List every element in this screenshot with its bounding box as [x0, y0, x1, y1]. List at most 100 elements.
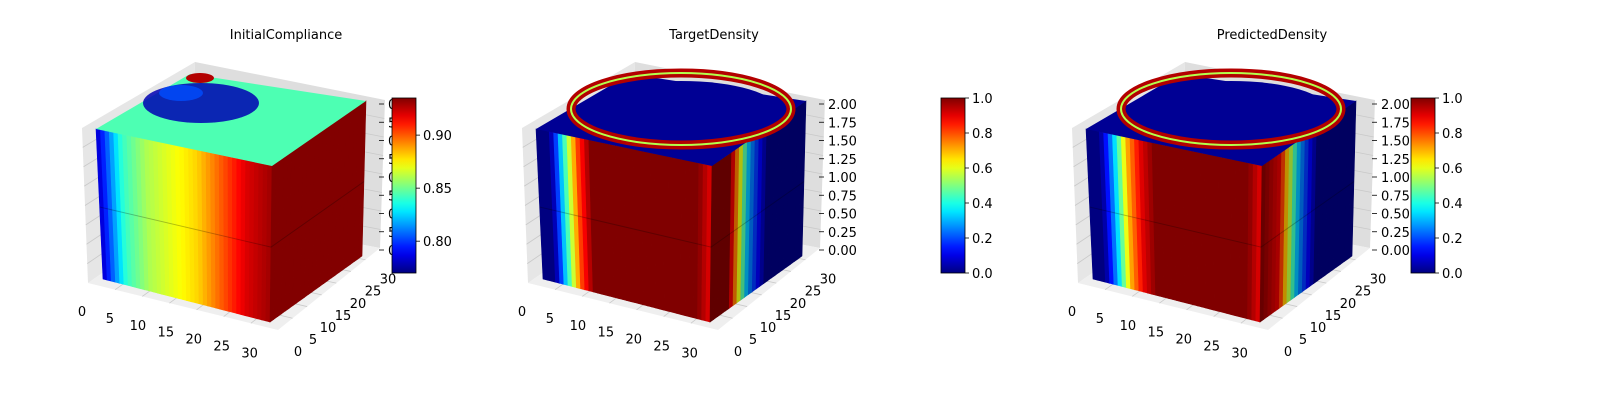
colorbar: [392, 98, 416, 273]
right-face-voxel-strip: [797, 100, 807, 260]
front-face-voxel-strip: [1213, 155, 1219, 312]
z-tick-label: 1.00: [1381, 171, 1410, 186]
colorbar-tick-label: 0.2: [1442, 232, 1463, 247]
colorbar-frame: [940, 97, 966, 274]
x-tick-label: 0: [518, 305, 526, 320]
top-face-low-region: [143, 83, 259, 123]
x-tick-label: 25: [653, 340, 670, 355]
x-tick-label: 25: [213, 340, 230, 355]
top-face-ring-edge: [1120, 72, 1342, 146]
cube-seam: [99, 181, 365, 248]
front-face-voxel-strip: [227, 156, 233, 313]
y-tick-label: 30: [820, 273, 837, 288]
y-tick-label: 15: [775, 309, 792, 324]
x-tick-label: 25: [1203, 340, 1220, 355]
colorbar-frame: [1410, 97, 1436, 274]
top-face-void: [585, 81, 777, 137]
chart-title: PredictedDensity: [1217, 28, 1328, 43]
y-tick-label: 30: [1370, 273, 1387, 288]
y-tick-label: 15: [1325, 309, 1342, 324]
front-face-voxel-strip: [223, 155, 229, 312]
top-face-low-region: [159, 85, 203, 101]
y-tick-label: 0: [294, 345, 302, 360]
z-tick-label: 0.00: [1381, 244, 1410, 259]
z-tick-label: 2.00: [1381, 98, 1410, 113]
right-face-voxel-strip: [1347, 100, 1357, 260]
y-tick-label: 5: [1299, 333, 1307, 348]
x-tick-label: 5: [546, 312, 554, 327]
x-tick-label: 30: [681, 346, 698, 361]
colorbar-tick-label: 0.0: [972, 267, 993, 282]
y-tick-label: 5: [309, 333, 317, 348]
front-face-voxel-strip: [676, 158, 682, 315]
colorbar-tick-label: 0.6: [1442, 162, 1463, 177]
x-tick-label: 0: [1068, 305, 1076, 320]
x-tick-label: 20: [185, 333, 202, 348]
top-face-high-corner: [186, 73, 214, 83]
colorbar-tick-label: 0.6: [972, 162, 993, 177]
y-tick-label: 30: [380, 273, 397, 288]
colorbar: [941, 98, 965, 273]
y-tick-label: 25: [1355, 285, 1372, 300]
front-face-voxel-strip: [1226, 158, 1232, 315]
front-face-voxel-strip: [672, 157, 678, 314]
z-tick-label: 1.25: [828, 153, 857, 168]
z-tick-label: 0.25: [828, 226, 857, 241]
x-tick-label: 5: [106, 312, 114, 327]
front-face-voxel-strip: [663, 155, 669, 312]
z-tick-label: 1.50: [1381, 135, 1410, 150]
colorbar-tick-label: 0.4: [1442, 197, 1463, 212]
front-face-voxel-strip: [1217, 156, 1223, 313]
colorbar-tick-label: 1.0: [972, 92, 993, 107]
chart-title: TargetDensity: [668, 28, 759, 43]
front-face-voxel-strip: [1208, 154, 1215, 311]
z-tick-label: 0.25: [1381, 226, 1410, 241]
colorbar-tick-label: 0.8: [972, 127, 993, 142]
x-tick-label: 15: [598, 326, 615, 341]
y-tick-label: 20: [350, 297, 367, 312]
x-tick-label: 15: [1148, 326, 1165, 341]
colorbar-tick-label: 0.0: [1442, 267, 1463, 282]
colorbar-frame: [391, 97, 417, 274]
top-face-ring-edge: [570, 72, 792, 146]
chart-title: InitialCompliance: [230, 28, 343, 43]
z-tick-label: 1.25: [1381, 153, 1410, 168]
z-tick-label: 2.00: [828, 98, 857, 113]
x-tick-label: 10: [570, 319, 587, 334]
colorbar-tick-label: 0.90: [423, 129, 452, 144]
front-face-voxel-strip: [1222, 157, 1228, 314]
colorbar-tick-label: 0.85: [423, 182, 452, 197]
z-tick-label: 0.75: [1381, 189, 1410, 204]
colorbar: [1411, 98, 1435, 273]
x-tick-label: 20: [625, 333, 642, 348]
front-face-voxel-strip: [667, 156, 673, 313]
y-tick-label: 20: [790, 297, 807, 312]
x-tick-label: 5: [1096, 312, 1104, 327]
y-tick-label: 10: [760, 321, 777, 336]
y-tick-label: 10: [320, 321, 337, 336]
front-face-voxel-strip: [232, 157, 238, 314]
x-tick-label: 30: [1231, 346, 1248, 361]
z-tick-label: 0.00: [828, 244, 857, 259]
x-tick-label: 15: [158, 326, 175, 341]
colorbar-tick-label: 0.4: [972, 197, 993, 212]
colorbar-tick-label: 1.0: [1442, 92, 1463, 107]
y-tick-label: 25: [365, 285, 382, 300]
colorbar-tick-label: 0.2: [972, 232, 993, 247]
z-tick-label: 0.75: [828, 189, 857, 204]
y-tick-label: 0: [1284, 345, 1292, 360]
y-tick-label: 10: [1310, 321, 1327, 336]
x-tick-label: 10: [130, 319, 147, 334]
z-tick-label: 0.50: [1381, 208, 1410, 223]
y-tick-label: 25: [805, 285, 822, 300]
cube-seam: [539, 181, 805, 248]
colorbar-tick-label: 0.80: [423, 235, 452, 250]
colorbar-tick-label: 0.8: [1442, 127, 1463, 142]
y-tick-label: 0: [734, 345, 742, 360]
z-tick-label: 1.75: [1381, 116, 1410, 131]
front-face-voxel-strip: [218, 154, 225, 311]
z-tick-label: 1.00: [828, 171, 857, 186]
